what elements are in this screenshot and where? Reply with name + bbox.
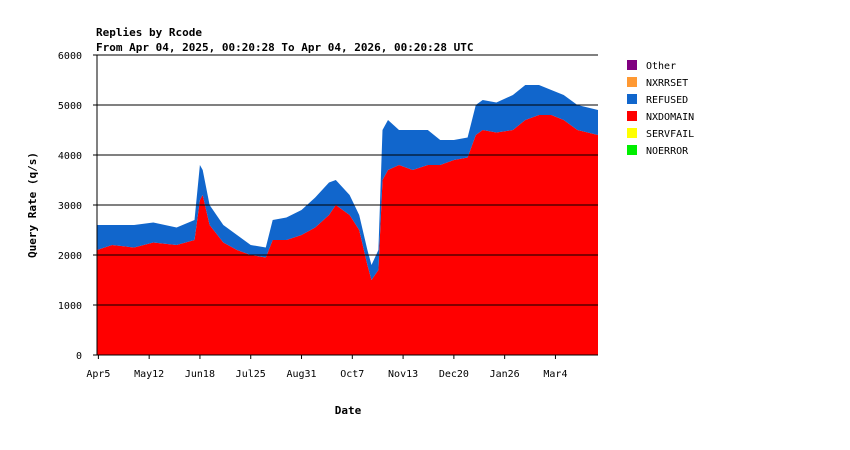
- x-tick-label: Aug31: [286, 369, 316, 380]
- legend-label-nxrrset: NXRRSET: [646, 78, 688, 89]
- x-tick-label: Nov13: [388, 369, 418, 380]
- x-tick-label: Mar4: [543, 369, 567, 380]
- y-tick-label: 2000: [58, 251, 82, 262]
- x-axis-label: Date: [335, 404, 362, 417]
- legend-swatch-nxrrset: [627, 77, 637, 87]
- series-area-nxdomain: [97, 115, 598, 355]
- legend-swatch-refused: [627, 94, 637, 104]
- legend-swatch-noerror: [627, 145, 637, 155]
- legend-label-refused: REFUSED: [646, 95, 688, 106]
- plot-area: [97, 85, 598, 355]
- y-axis-label: Query Rate (q/s): [26, 152, 39, 258]
- legend-swatch-other: [627, 60, 637, 70]
- x-tick-label: Jan26: [490, 369, 520, 380]
- legend-label-nxdomain: NXDOMAIN: [646, 112, 694, 123]
- legend-swatch-nxdomain: [627, 111, 637, 121]
- y-tick-label: 0: [76, 351, 82, 362]
- x-tick-label: Jul25: [236, 369, 266, 380]
- legend-label-other: Other: [646, 61, 676, 72]
- x-tick-label: Oct7: [340, 369, 364, 380]
- legend-swatch-servfail: [627, 128, 637, 138]
- y-tick-label: 1000: [58, 301, 82, 312]
- x-tick-label: Apr5: [86, 369, 110, 380]
- legend: Other NXRRSET REFUSED NXDOMAIN SERVFAIL NOERR…: [627, 60, 694, 157]
- y-tick-label: 3000: [58, 201, 82, 212]
- series-area-refused: [97, 85, 598, 280]
- x-tick-label: May12: [134, 369, 164, 380]
- y-tick-label: 4000: [58, 151, 82, 162]
- legend-label-servfail: SERVFAIL: [646, 129, 694, 140]
- y-tick-label: 5000: [58, 101, 82, 112]
- legend-label-noerror: NOERROR: [646, 146, 689, 157]
- axes: 0 1000 2000 3000 4000 5000 6000 Apr5 May12 Jun18 J…: [58, 51, 598, 380]
- y-tick-label: 6000: [58, 51, 82, 62]
- chart-subtitle: From Apr 04, 2025, 00:20:28 To Apr 04, 2…: [96, 41, 474, 54]
- chart-title: Replies by Rcode: [96, 26, 202, 39]
- x-tick-label: Dec20: [439, 369, 469, 380]
- x-tick-label: Jun18: [185, 369, 215, 380]
